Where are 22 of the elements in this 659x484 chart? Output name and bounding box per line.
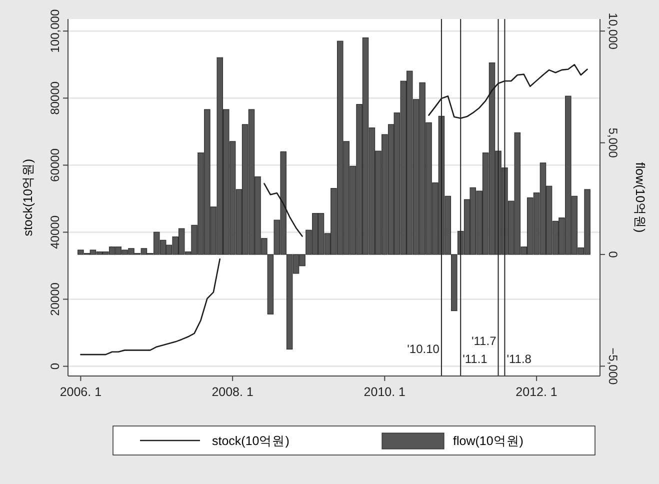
y-tick-label: 100,000 bbox=[48, 9, 62, 53]
ref-line-label: '11.8 bbox=[506, 352, 532, 366]
y-tick-label: 60000 bbox=[48, 148, 62, 182]
x-tick-label: 2010. 1 bbox=[364, 385, 406, 399]
y-tick-label: 80000 bbox=[48, 81, 62, 115]
y2-tick-label: 0 bbox=[606, 251, 620, 258]
ref-line-label: '11.1 bbox=[462, 352, 488, 366]
ref-line-label: '10.10 bbox=[407, 342, 440, 356]
y2-tick-label: 10,000 bbox=[606, 12, 620, 50]
legend-label: stock(10억원) bbox=[212, 434, 290, 448]
legend-label: flow(10억원) bbox=[453, 434, 524, 448]
y2-tick-label: −5,000 bbox=[606, 348, 620, 386]
y-tick-label: 20000 bbox=[48, 282, 62, 316]
y-axis-title: stock(10억원) bbox=[21, 158, 35, 236]
x-tick-label: 2008. 1 bbox=[212, 385, 254, 399]
y-tick-label: 40000 bbox=[48, 215, 62, 249]
y-tick-label: 0 bbox=[48, 362, 62, 370]
y2-tick-label: 5,000 bbox=[606, 128, 620, 158]
ref-line-label: '11.7 bbox=[471, 334, 497, 348]
x-tick-label: 2012. 1 bbox=[516, 385, 558, 399]
x-tick-label: 2006. 1 bbox=[60, 385, 102, 399]
y2-axis-title: flow(10억원) bbox=[633, 162, 647, 233]
